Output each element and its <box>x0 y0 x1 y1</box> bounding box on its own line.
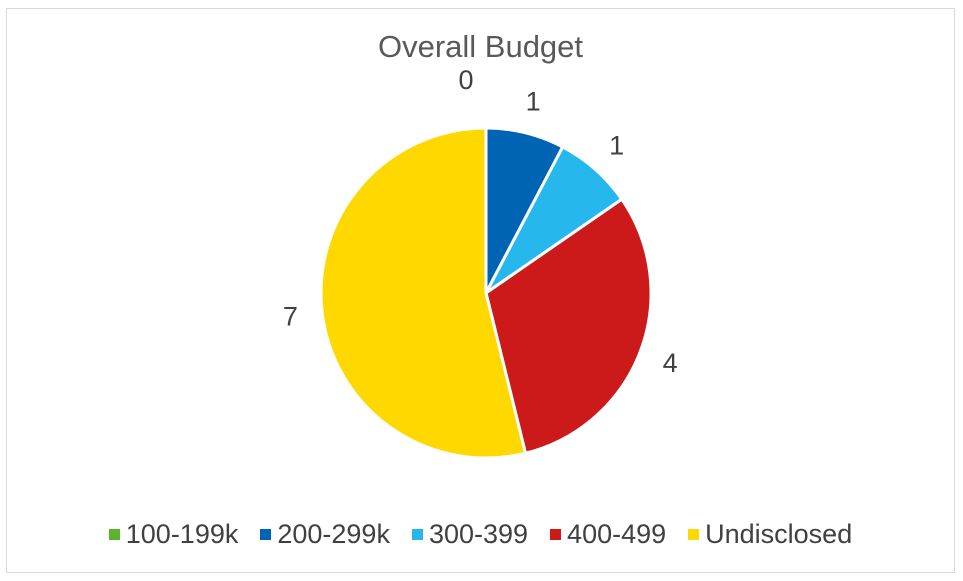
data-label-undisclosed: 7 <box>283 302 298 332</box>
data-label-100-199k: 0 <box>458 65 473 95</box>
pie-slice-undisclosed <box>319 126 527 460</box>
legend-item-undisclosed: Undisclosed <box>688 519 852 550</box>
data-label-400-499: 4 <box>663 348 678 378</box>
legend-label: 400-499 <box>567 519 667 549</box>
legend-label: Undisclosed <box>705 519 853 549</box>
legend-item-100-199k: 100-199k <box>108 519 239 550</box>
legend-label: 300-399 <box>428 519 529 549</box>
pie-plot: 0 1 1 4 7 <box>283 65 678 460</box>
data-label-200-299k: 1 <box>526 87 541 117</box>
legend-swatch <box>550 529 562 540</box>
legend-label: 200-299k <box>277 519 390 549</box>
chart-title: Overall Budget <box>377 29 584 64</box>
legend-swatch <box>260 529 272 540</box>
legend: 100-199k 200-299k 300-399 400-499 Undisclose… <box>7 519 954 550</box>
legend-item-200-299k: 200-299k <box>260 519 390 550</box>
legend-label: 100-199k <box>125 519 239 549</box>
legend-swatch <box>411 529 423 540</box>
pie-slice-400-499 <box>484 197 653 455</box>
legend-swatch <box>688 529 700 540</box>
legend-swatch <box>108 529 120 540</box>
legend-item-400-499: 400-499 <box>550 519 666 550</box>
data-label-300-399: 1 <box>609 131 624 161</box>
legend-item-300-399: 300-399 <box>411 519 529 550</box>
chart-frame: Overall Budget 0 1 1 4 7 100-199k 200-299k 300… <box>6 8 955 573</box>
